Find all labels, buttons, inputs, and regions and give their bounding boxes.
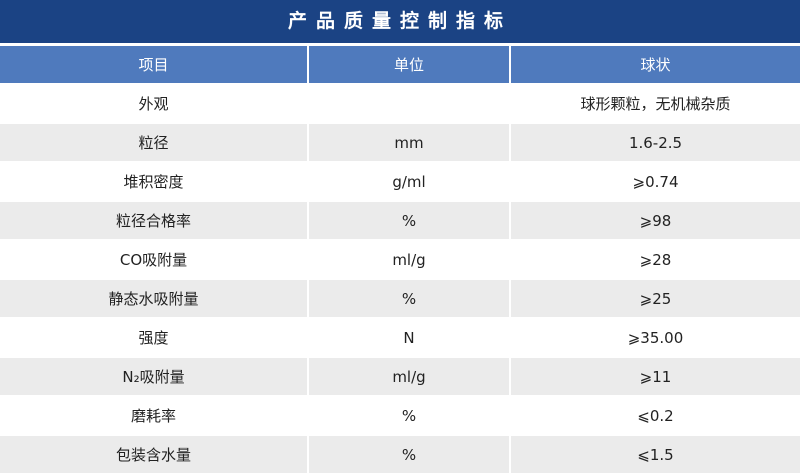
cell-unit: N: [309, 319, 509, 358]
table-row: 强度 N ⩾35.00: [0, 319, 800, 358]
header-row: 项目 单位 球状: [0, 46, 800, 85]
cell-value: 球形颗粒，无机械杂质: [511, 85, 800, 124]
cell-unit: %: [309, 202, 509, 241]
cell-item: N₂吸附量: [0, 358, 307, 397]
cell-unit: mm: [309, 124, 509, 163]
table-row: 堆积密度 g/ml ⩾0.74: [0, 163, 800, 202]
table-row: 粒径 mm 1.6-2.5: [0, 124, 800, 163]
cell-unit: %: [309, 397, 509, 436]
table-row: N₂吸附量 ml/g ⩾11: [0, 358, 800, 397]
cell-value: ⩾11: [511, 358, 800, 397]
cell-value: ⩽1.5: [511, 436, 800, 475]
cell-unit: g/ml: [309, 163, 509, 202]
cell-unit: ml/g: [309, 241, 509, 280]
cell-item: 强度: [0, 319, 307, 358]
cell-item: 包装含水量: [0, 436, 307, 475]
header-item: 项目: [0, 46, 307, 85]
table-row: 外观 球形颗粒，无机械杂质: [0, 85, 800, 124]
cell-value: ⩽0.2: [511, 397, 800, 436]
cell-item: 粒径合格率: [0, 202, 307, 241]
cell-unit: %: [309, 436, 509, 475]
cell-value: ⩾98: [511, 202, 800, 241]
cell-unit: ml/g: [309, 358, 509, 397]
table-row: 粒径合格率% ⩾98: [0, 202, 800, 241]
cell-unit: [309, 85, 509, 124]
cell-value: ⩾25: [511, 280, 800, 319]
table-title: 产品质量控制指标: [0, 0, 800, 43]
cell-unit: %: [309, 280, 509, 319]
table-row: CO吸附量 ml/g ⩾28: [0, 241, 800, 280]
cell-value: ⩾0.74: [511, 163, 800, 202]
cell-value: ⩾28: [511, 241, 800, 280]
cell-value: ⩾35.00: [511, 319, 800, 358]
cell-item: 堆积密度: [0, 163, 307, 202]
header-spherical: 球状: [511, 46, 800, 85]
table-row: 磨耗率% ⩽0.2: [0, 397, 800, 436]
cell-item: CO吸附量: [0, 241, 307, 280]
cell-item: 磨耗率: [0, 397, 307, 436]
table-row: 静态水吸附量% ⩾25: [0, 280, 800, 319]
cell-item: 粒径: [0, 124, 307, 163]
cell-item: 外观: [0, 85, 307, 124]
cell-item: 静态水吸附量: [0, 280, 307, 319]
table-row: 包装含水量% ⩽1.5: [0, 436, 800, 475]
quality-table: 项目 单位 球状 外观 球形颗粒，无机械杂质 粒径 mm 1.6-2.5 堆积密度 g/ml…: [0, 46, 800, 475]
cell-value: 1.6-2.5: [511, 124, 800, 163]
header-unit: 单位: [309, 46, 509, 85]
